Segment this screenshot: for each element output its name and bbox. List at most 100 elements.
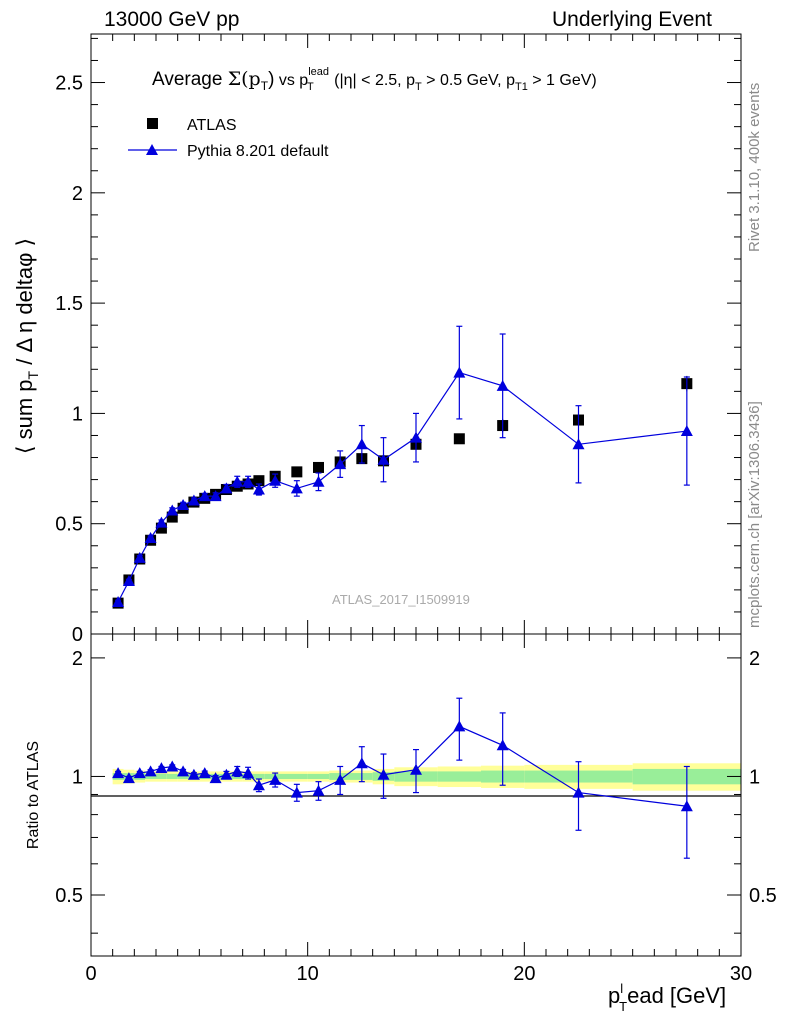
y-axis-label: ⟨ sum pT / Δ η deltaφ ⟩: [12, 238, 41, 454]
pythia-point: [177, 498, 190, 510]
y-tick-label: 1.5: [55, 293, 83, 315]
ratio-point: [133, 767, 146, 779]
x-tick-label: 10: [297, 963, 319, 985]
ratio-y-axis-label: Ratio to ATLAS: [25, 741, 42, 849]
pythia-point: [133, 551, 146, 563]
ratio-data-layer: [112, 697, 693, 859]
atlas-point: [453, 433, 465, 445]
title-cuts-2-sub: T1: [515, 81, 528, 93]
ratio-point: [377, 768, 390, 780]
ratio-point: [453, 720, 466, 732]
pythia-point: [122, 575, 135, 587]
title-vs-sub: T: [307, 81, 314, 93]
title-cuts-3: > 1 GeV): [528, 72, 597, 89]
green-band-bin: [166, 773, 178, 780]
ratio-point: [290, 786, 303, 798]
pythia-point: [572, 438, 585, 450]
x-tick-label: 20: [513, 963, 535, 985]
ratio-point: [155, 762, 168, 774]
legend-atlas-marker: [147, 118, 158, 129]
ratio-point: [122, 772, 135, 784]
title-cuts-1-sub: T: [415, 81, 422, 93]
pythia-point: [355, 438, 368, 450]
ratio-y-tick-label: 0.5: [55, 885, 83, 907]
ratio-y-tick-label-right: 0.5: [749, 885, 777, 907]
green-band-bin: [156, 773, 167, 780]
ratio-point: [355, 757, 368, 769]
ratio-point: [112, 767, 125, 779]
atlas-point: [291, 466, 303, 478]
green-band-bin: [437, 771, 481, 782]
pythia-point: [410, 431, 422, 443]
header-left: 13000 GeV pp: [104, 8, 240, 31]
title-cuts-1: (|η| < 2.5, p: [330, 72, 415, 89]
y-tick-label: 0.5: [55, 514, 83, 536]
pythia-point: [242, 475, 255, 487]
ratio-frame: [90, 633, 742, 957]
title-text-pre: Average: [152, 69, 228, 90]
title-vs-sup: lead: [308, 66, 329, 78]
atlas-point: [313, 461, 324, 473]
pythia-point: [220, 482, 233, 494]
legend: ATLAS Pythia 8.201 default: [128, 117, 329, 160]
ratio-y-tick-label-right: 2: [749, 648, 760, 670]
ratio-point: [572, 786, 585, 798]
green-band-bin: [253, 773, 265, 780]
pythia-point: [269, 474, 282, 486]
pythia-point: [334, 458, 347, 470]
title-sigma-close: ): [268, 69, 274, 90]
legend-atlas-label: ATLAS: [187, 117, 237, 134]
ratio-point: [242, 767, 255, 779]
pythia-point: [680, 425, 693, 437]
ratio-point: [231, 765, 244, 777]
pythia-point: [252, 483, 265, 495]
ratio-axis-ticks: [90, 634, 742, 956]
pythia-point: [290, 482, 303, 494]
pythia-point: [166, 504, 179, 516]
x-tick-label: 0: [85, 963, 96, 985]
ratio-point: [209, 772, 222, 784]
ratio-y-tick-label-right: 1: [749, 766, 760, 788]
ratio-point: [269, 773, 282, 785]
pythia-point: [312, 475, 325, 487]
title-vs: vs p: [274, 72, 308, 89]
ratio-panel: 0.5 0.5 1 1 2 2 Ratio to ATLAS 0 10 20 30 pl Tead…: [25, 633, 777, 1014]
pythia-point: [144, 532, 157, 544]
pythia-point: [112, 596, 125, 608]
main-axis-ticks: [90, 34, 742, 635]
ratio-point: [334, 773, 347, 785]
x-axis-label: pl Tead [GeV]: [608, 981, 726, 1014]
legend-pythia-label: Pythia 8.201 default: [187, 143, 329, 160]
plot-title: Average Σ(pT) vs plead T (|η| < 2.5, pT >…: [152, 66, 597, 93]
ratio-point: [496, 739, 509, 751]
pythia-point: [231, 475, 244, 487]
ratio-point: [252, 779, 265, 791]
pythia-point: [198, 490, 211, 502]
x-tick-label: 30: [730, 963, 752, 985]
atlas-point: [155, 522, 167, 534]
pythia-point: [377, 453, 390, 465]
atlas-point: [166, 511, 178, 523]
title-sigma: Σ(p: [228, 68, 261, 90]
green-band-bin: [145, 773, 156, 780]
ratio-y-tick-labels: 0.5 0.5 1 1 2 2: [55, 648, 777, 907]
atlas-point: [253, 475, 265, 487]
ratio-y-tick-label: 1: [72, 766, 83, 788]
y-tick-label: 2: [72, 183, 83, 205]
green-band-bin: [307, 773, 330, 780]
pythia-point: [155, 516, 168, 528]
y-tick-label: 2.5: [55, 73, 83, 95]
ratio-point: [166, 760, 179, 772]
main-panel: 00.511.522.5 Average Σ(pT) vs plead T (|η…: [12, 33, 742, 646]
title-cuts-2: > 0.5 GeV, p: [422, 72, 515, 89]
green-band-bin: [286, 773, 308, 780]
title-sigma-sub: T: [261, 79, 269, 93]
ratio-point: [198, 767, 211, 779]
pythia-point: [187, 494, 200, 506]
pythia-point: [496, 379, 509, 391]
analysis-watermark: ATLAS_2017_I1509919: [332, 592, 470, 607]
pythia-point: [209, 490, 222, 502]
ratio-point: [177, 765, 190, 777]
